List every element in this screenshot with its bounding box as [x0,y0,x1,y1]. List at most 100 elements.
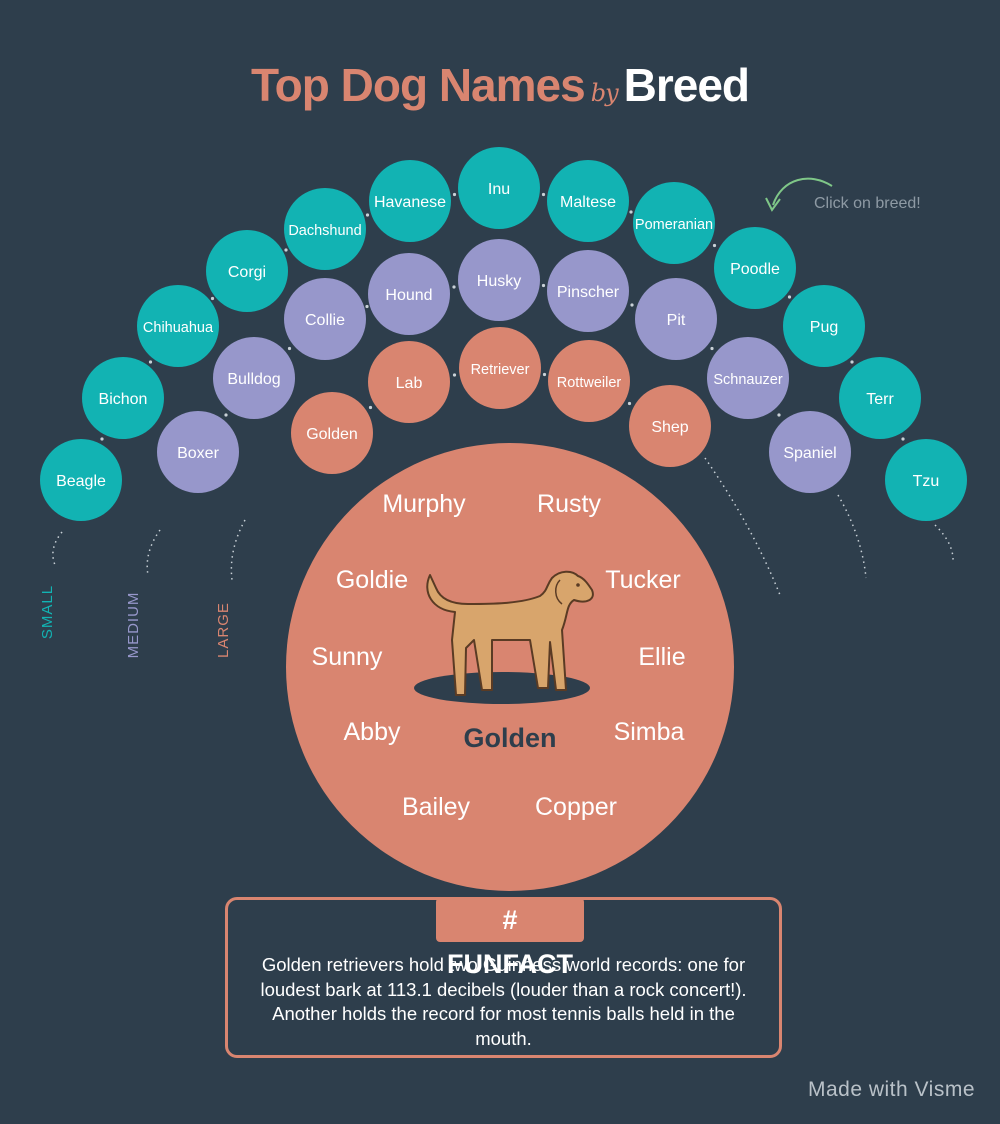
breed-circle[interactable] [458,147,540,229]
breed-circle[interactable] [206,230,288,312]
breed-node-hound[interactable]: Hound [368,253,450,335]
breed-node-retriever[interactable]: Retriever [459,327,541,409]
breed-label: Maltese [560,194,616,211]
breed-node-maltese[interactable]: Maltese [547,160,629,242]
selected-breed-circle [286,443,734,891]
dog-name: Murphy [382,490,466,518]
breed-label: Chihuahua [143,320,214,336]
breed-circle[interactable] [368,341,450,423]
breed-node-pinscher[interactable]: Pinscher [547,250,629,332]
connector-dot [630,303,634,307]
breed-node-pit[interactable]: Pit [635,278,717,360]
breed-label: Boxer [177,445,219,462]
breed-node-lab[interactable]: Lab [368,341,450,423]
breed-circle[interactable] [885,439,967,521]
breed-node-bulldog[interactable]: Bulldog [213,337,295,419]
breed-node-havanese[interactable]: Havanese [369,160,451,242]
made-with-visme[interactable]: Made with Visme [807,1078,975,1101]
connector-dot [452,373,457,377]
breed-circle[interactable] [783,285,865,367]
breed-circle[interactable] [548,340,630,422]
breed-node-poodle[interactable]: Poodle [714,227,796,309]
breed-circle[interactable] [137,285,219,367]
breed-node-corgi[interactable]: Corgi [206,230,288,312]
breed-label: Golden [306,426,358,443]
breed-circle[interactable] [40,439,122,521]
breed-label: Beagle [56,473,106,490]
dog-name: Simba [614,718,685,746]
breed-circle[interactable] [629,385,711,467]
size-label-large: LARGE [215,602,232,658]
dog-name: Bailey [402,793,471,821]
connector-dot [452,285,456,289]
dotted-trail [52,531,63,566]
dog-name: Goldie [336,566,408,594]
connector-dot [710,346,714,351]
breed-circle[interactable] [769,411,851,493]
breed-label: Havanese [374,194,446,211]
dog-name: Ellie [638,643,685,671]
breed-circle[interactable] [284,278,366,360]
breed-circle[interactable] [82,357,164,439]
breed-label: Corgi [228,264,266,281]
breed-node-schnauzer[interactable]: Schnauzer [707,337,789,419]
breed-node-dachshund[interactable]: Dachshund [284,188,366,270]
breed-node-terr[interactable]: Terr [839,357,921,439]
breed-label: Terr [866,391,894,408]
breed-circle[interactable] [714,227,796,309]
connector-dot [541,192,546,197]
breed-node-beagle[interactable]: Beagle [40,439,122,521]
breed-label: Pinscher [557,284,620,301]
breed-label: Retriever [471,362,530,378]
connector-dot [148,360,153,364]
connector-dot [629,210,633,214]
funfact-text: Golden retrievers hold two Guinness worl… [260,954,747,1049]
breed-circle[interactable] [213,337,295,419]
breed-circle[interactable] [458,239,540,321]
breed-node-pug[interactable]: Pug [783,285,865,367]
breed-circle[interactable] [635,278,717,360]
breed-node-golden[interactable]: Golden [291,392,373,474]
connector-dot [210,296,215,301]
breed-circle[interactable] [284,188,366,270]
connector-dot [541,283,546,288]
breed-label: Dachshund [288,223,361,239]
breed-node-chihuahua[interactable]: Chihuahua [137,285,219,367]
breed-circle[interactable] [368,253,450,335]
breed-node-tzu[interactable]: Tzu [885,439,967,521]
breed-circle[interactable] [459,327,541,409]
breed-label: Lab [396,375,423,392]
connector-dot [224,413,228,417]
breed-circle[interactable] [369,160,451,242]
breed-circle[interactable] [547,250,629,332]
breed-circle[interactable] [707,337,789,419]
dotted-trail [837,494,867,579]
breed-node-rottweiler[interactable]: Rottweiler [548,340,630,422]
breed-circle[interactable] [291,392,373,474]
breed-label: Husky [477,273,521,290]
breed-node-spaniel[interactable]: Spaniel [769,411,851,493]
breed-node-inu[interactable]: Inu [458,147,540,229]
breed-label: Pomeranian [635,217,713,233]
breed-node-husky[interactable]: Husky [458,239,540,321]
breed-label: Pug [810,319,838,336]
dog-name: Abby [344,718,401,746]
breed-circle[interactable] [547,160,629,242]
breed-node-collie[interactable]: Collie [284,278,366,360]
breed-circle[interactable] [839,357,921,439]
breed-label: Hound [385,287,432,304]
breed-node-bichon[interactable]: Bichon [82,357,164,439]
breed-node-pomeranian[interactable]: Pomeranian [633,182,715,264]
breed-circle[interactable] [157,411,239,493]
breed-node-boxer[interactable]: Boxer [157,411,239,493]
breed-circle[interactable] [633,182,715,264]
size-label-medium: MEDIUM [125,592,142,659]
dotted-trail [704,457,781,596]
dotted-trail [230,519,246,581]
breed-node-shep[interactable]: Shep [629,385,711,467]
breed-nodes: Beagle Bichon Chihuahua Corgi Dachshund Havan… [40,147,967,521]
hint-text: Click on breed! [814,195,921,212]
connector-dot [712,243,717,248]
funfact-label: # FUNFACT [436,898,584,979]
